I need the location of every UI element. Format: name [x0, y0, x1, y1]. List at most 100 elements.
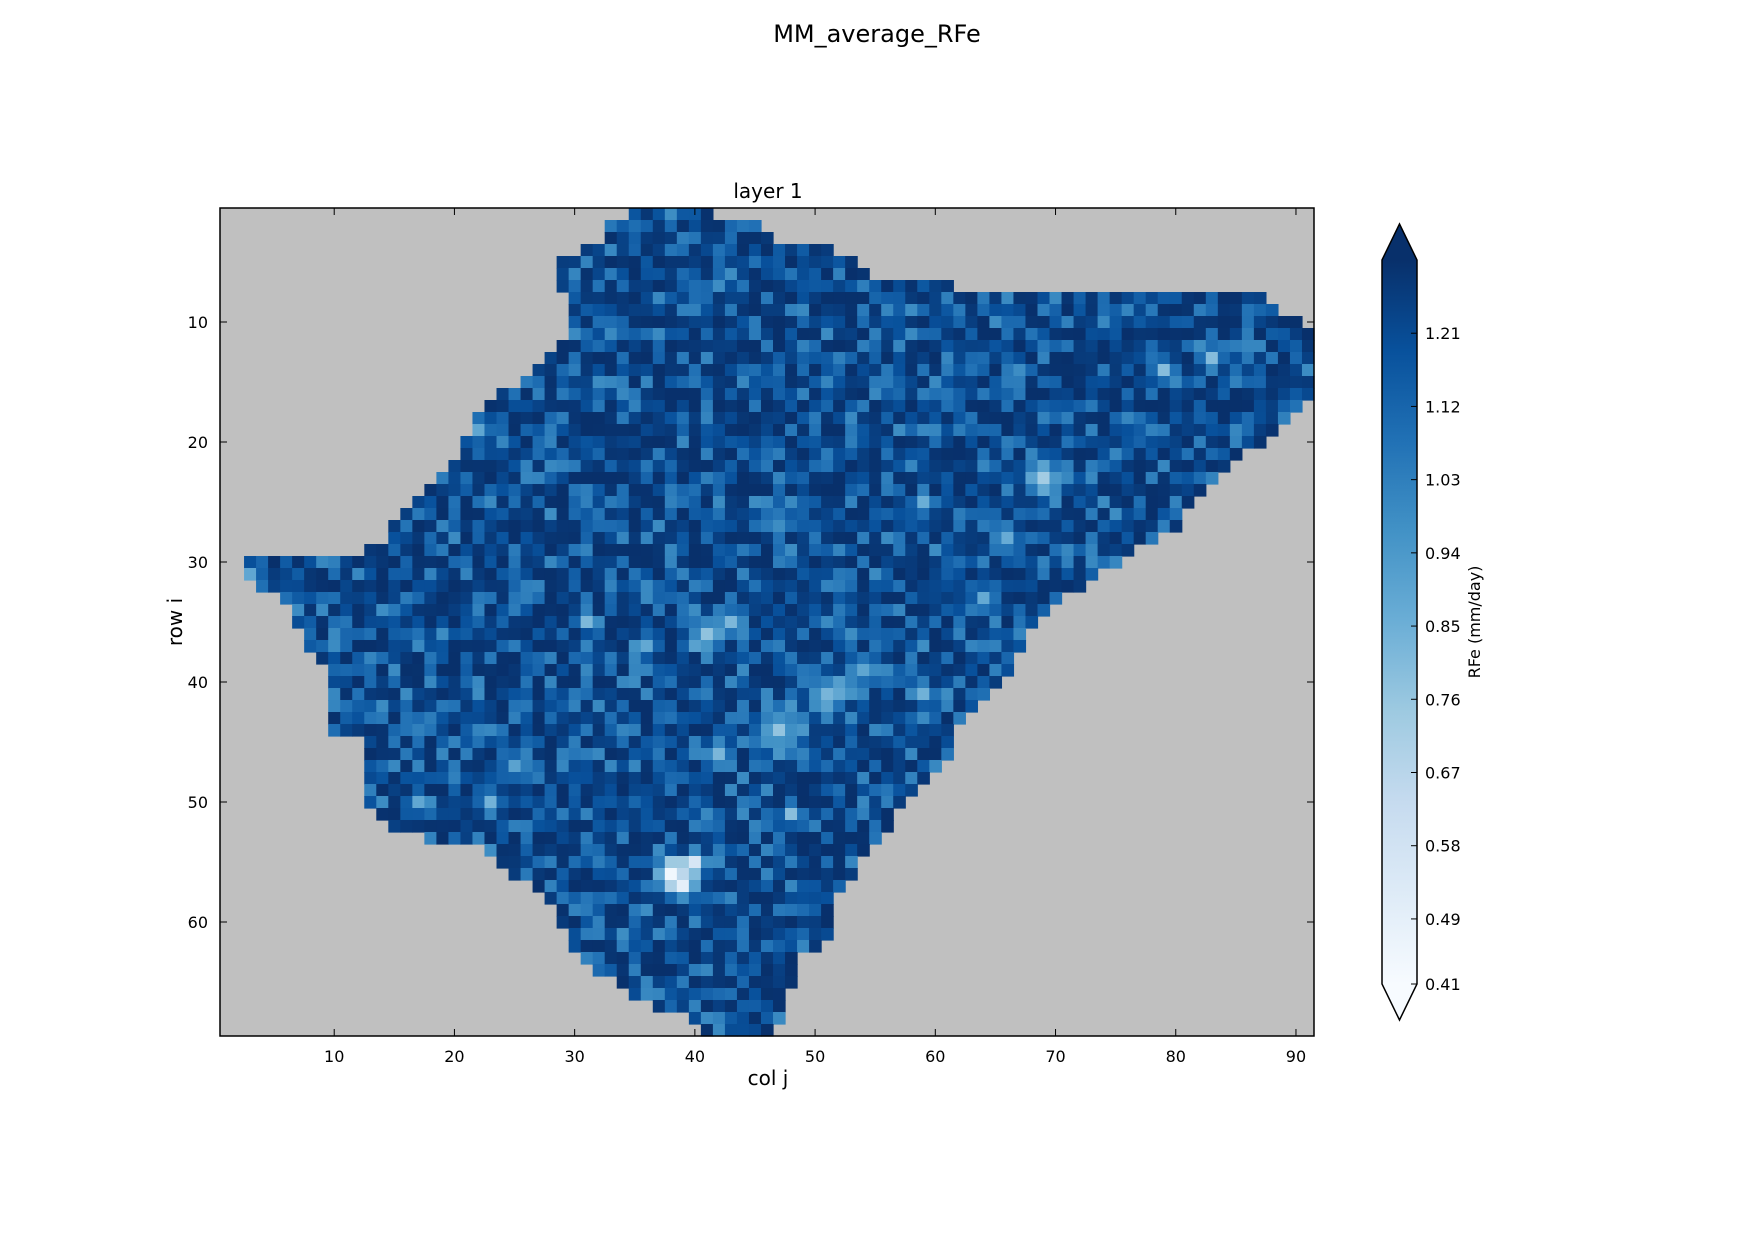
heatmap-cell — [340, 604, 353, 617]
heatmap-cell — [1121, 376, 1135, 389]
heatmap-cell — [1181, 484, 1195, 497]
heatmap-cell — [845, 760, 858, 773]
heatmap-cell — [616, 400, 630, 413]
heatmap-cell — [676, 352, 690, 365]
heatmap-cell — [1133, 376, 1147, 389]
heatmap-cell — [724, 976, 738, 989]
heatmap-cell — [616, 436, 630, 449]
heatmap-cell — [1205, 388, 1219, 401]
heatmap-cell — [592, 808, 606, 821]
heatmap-cell — [1109, 496, 1123, 509]
heatmap-cell — [833, 868, 846, 881]
heatmap-cell — [773, 904, 786, 917]
heatmap-cell — [736, 232, 750, 245]
heatmap-cell — [304, 628, 317, 641]
heatmap-cell — [496, 820, 510, 833]
heatmap-cell — [941, 676, 954, 689]
heatmap-cell — [508, 424, 522, 437]
heatmap-cell — [700, 604, 714, 617]
heatmap-cell — [664, 952, 678, 965]
heatmap-cell — [736, 832, 750, 845]
heatmap-cell — [833, 400, 846, 413]
heatmap-cell — [977, 388, 990, 401]
heatmap-cell — [736, 904, 750, 917]
heatmap-cell — [592, 448, 606, 461]
heatmap-cell — [724, 880, 738, 893]
heatmap-cell — [748, 688, 762, 701]
heatmap-cell — [544, 688, 558, 701]
heatmap-cell — [568, 796, 582, 809]
heatmap-cell — [340, 628, 353, 641]
heatmap-cell — [833, 520, 846, 533]
heatmap-cell — [1013, 364, 1027, 377]
heatmap-cell — [941, 460, 954, 473]
heatmap-cell — [785, 856, 798, 869]
heatmap-cell — [700, 892, 714, 905]
heatmap-cell — [568, 520, 582, 533]
heatmap-cell — [616, 232, 630, 245]
heatmap-cell — [508, 712, 522, 725]
heatmap-cell — [797, 640, 810, 653]
heatmap-cell — [736, 712, 750, 725]
heatmap-cell — [1169, 400, 1183, 413]
heatmap-cell — [652, 544, 666, 557]
heatmap-cell — [1229, 412, 1243, 425]
heatmap-cell — [809, 292, 822, 305]
heatmap-cell — [436, 688, 450, 701]
heatmap-cell — [905, 616, 918, 629]
heatmap-cell — [688, 784, 702, 797]
heatmap-cell — [845, 304, 858, 317]
heatmap-cell — [376, 628, 389, 641]
heatmap-cell — [496, 532, 510, 545]
heatmap-cell — [508, 772, 522, 785]
heatmap-cell — [448, 520, 462, 533]
heatmap-cell — [1013, 544, 1027, 557]
heatmap-cell — [1145, 304, 1159, 317]
heatmap-cell — [628, 268, 642, 281]
heatmap-cell — [316, 628, 329, 641]
heatmap-cell — [941, 508, 954, 521]
heatmap-cell — [340, 616, 353, 629]
heatmap-cell — [592, 340, 606, 353]
heatmap-cell — [953, 328, 966, 341]
heatmap-cell — [736, 316, 750, 329]
heatmap-cell — [484, 472, 498, 485]
heatmap-cell — [1241, 352, 1255, 365]
heatmap-cell — [580, 256, 594, 269]
heatmap-cell — [556, 604, 570, 617]
heatmap-cell — [748, 652, 762, 665]
heatmap-cell — [400, 748, 413, 761]
heatmap-cell — [1169, 292, 1183, 305]
heatmap-cell — [580, 532, 594, 545]
heatmap-cell — [1001, 664, 1015, 677]
heatmap-cell — [785, 340, 798, 353]
heatmap-cell — [556, 844, 570, 857]
heatmap-cell — [424, 508, 437, 521]
heatmap-cell — [436, 724, 450, 737]
heatmap-cell — [580, 568, 594, 581]
heatmap-cell — [1037, 340, 1051, 353]
heatmap-cell — [748, 316, 762, 329]
heatmap-cell — [460, 448, 474, 461]
heatmap-cell — [748, 760, 762, 773]
heatmap-cell — [496, 844, 510, 857]
heatmap-cell — [845, 256, 858, 269]
heatmap-cell — [785, 424, 798, 437]
heatmap-cell — [604, 880, 618, 893]
heatmap-cell — [700, 700, 714, 713]
heatmap-cell — [785, 916, 798, 929]
heatmap-cell — [977, 580, 990, 593]
heatmap-cell — [520, 628, 534, 641]
heatmap-cell — [869, 808, 882, 821]
heatmap-cell — [640, 868, 654, 881]
heatmap-cell — [965, 616, 978, 629]
heatmap-cell — [724, 892, 738, 905]
heatmap-cell — [773, 448, 786, 461]
heatmap-cell — [628, 388, 642, 401]
heatmap-cell — [496, 700, 510, 713]
heatmap-cell — [388, 580, 401, 593]
heatmap-cell — [1253, 328, 1267, 341]
heatmap-cell — [424, 760, 437, 773]
heatmap-cell — [640, 700, 654, 713]
heatmap-cell — [989, 316, 1003, 329]
